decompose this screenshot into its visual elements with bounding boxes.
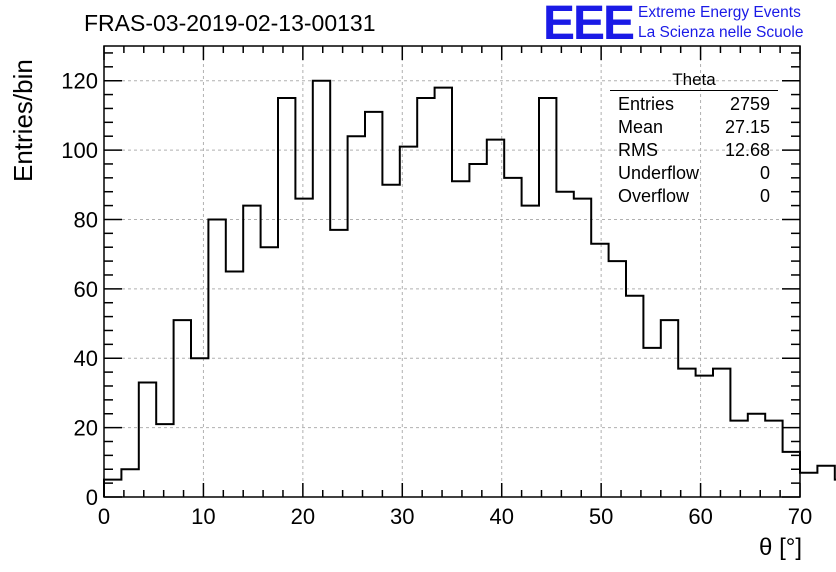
histogram-bin [156,424,173,497]
x-tick-label: 30 [390,504,414,529]
x-tick-label: 40 [489,504,513,529]
y-tick-label: 0 [86,485,98,510]
y-axis-label: Entries/bin [8,59,38,182]
logo-line-2: La Scienza nelle Scuole [638,24,804,41]
histogram-bin [365,112,382,497]
histogram-bin [765,421,782,497]
histogram-bin [417,98,434,497]
histogram-bin [783,452,800,497]
histogram-bin [174,320,191,497]
stats-value: 27.15 [724,117,770,137]
x-axis-label: θ [°] [759,534,802,561]
histogram-bin [748,414,765,497]
histogram-bin [452,181,469,497]
eee-logo: EEE [543,0,635,50]
stats-name: Theta [610,70,778,91]
stats-label: Underflow [618,163,700,183]
histogram-bin [522,206,539,497]
histogram-bin [539,98,556,497]
y-tick-label: 80 [74,207,98,232]
stats-value: 0 [759,186,770,206]
histogram-bin [609,261,626,497]
stats-row-entries: Entries 2759 [610,93,778,116]
histogram-bin [643,348,660,497]
histogram-bin [469,164,486,497]
stats-label: Entries [618,94,675,114]
x-tick-label: 60 [688,504,712,529]
stats-label: Overflow [618,186,690,206]
histogram-bin [504,178,521,497]
histogram-bin [243,206,260,497]
stats-box: Theta Entries 2759 Mean 27.15 RMS 12.68 … [610,70,778,208]
histogram-bin [330,230,347,497]
stats-value: 0 [759,163,770,183]
y-tick-label: 100 [61,138,98,163]
histogram-bin [556,192,573,497]
histogram-bin [713,369,730,497]
histogram-bin [295,199,312,497]
stats-value: 12.68 [724,140,770,160]
histogram-bin [800,473,817,497]
tick-labels: 0 10 20 30 40 50 60 70 0 20 40 60 80 100 120 [61,69,812,529]
histogram-bin [435,88,452,497]
histogram-bin [382,185,399,497]
stats-row-overflow: Overflow 0 [610,185,778,208]
y-tick-label: 40 [74,346,98,371]
histogram-bin [574,199,591,497]
histogram-bin [661,320,678,497]
y-tick-label: 20 [74,416,98,441]
histogram-bin [208,219,225,497]
stats-row-mean: Mean 27.15 [610,116,778,139]
histogram-bin [591,244,608,497]
histogram-bin [348,136,365,497]
histogram-bin [278,98,295,497]
y-tick-label: 120 [61,69,98,94]
x-tick-label: 20 [291,504,315,529]
plot-frame [103,45,801,498]
x-tick-label: 50 [589,504,613,529]
stats-label: Mean [618,117,664,137]
stats-label: RMS [618,140,658,160]
histogram-bin [104,480,121,497]
x-tick-label: 10 [191,504,215,529]
axis-ticks [103,46,801,498]
histogram-bin [696,376,713,497]
histogram-bin [191,358,208,497]
histogram-bin [626,296,643,497]
histogram-bin [678,369,695,497]
logo-line-1: Extreme Energy Events [638,4,801,21]
chart-title: FRAS-03-2019-02-13-00131 [84,10,376,36]
histogram-bin [730,421,747,497]
y-tick-label: 60 [74,277,98,302]
stats-value: 2759 [729,94,770,114]
stats-row-rms: RMS 12.68 [610,139,778,162]
histogram-bin [226,272,243,498]
histogram-bin [139,383,156,497]
histogram-bin [261,247,278,497]
histogram-bin [817,466,834,497]
stats-row-underflow: Underflow 0 [610,162,778,185]
x-tick-label: 0 [98,504,110,529]
x-tick-label: 70 [788,504,812,529]
